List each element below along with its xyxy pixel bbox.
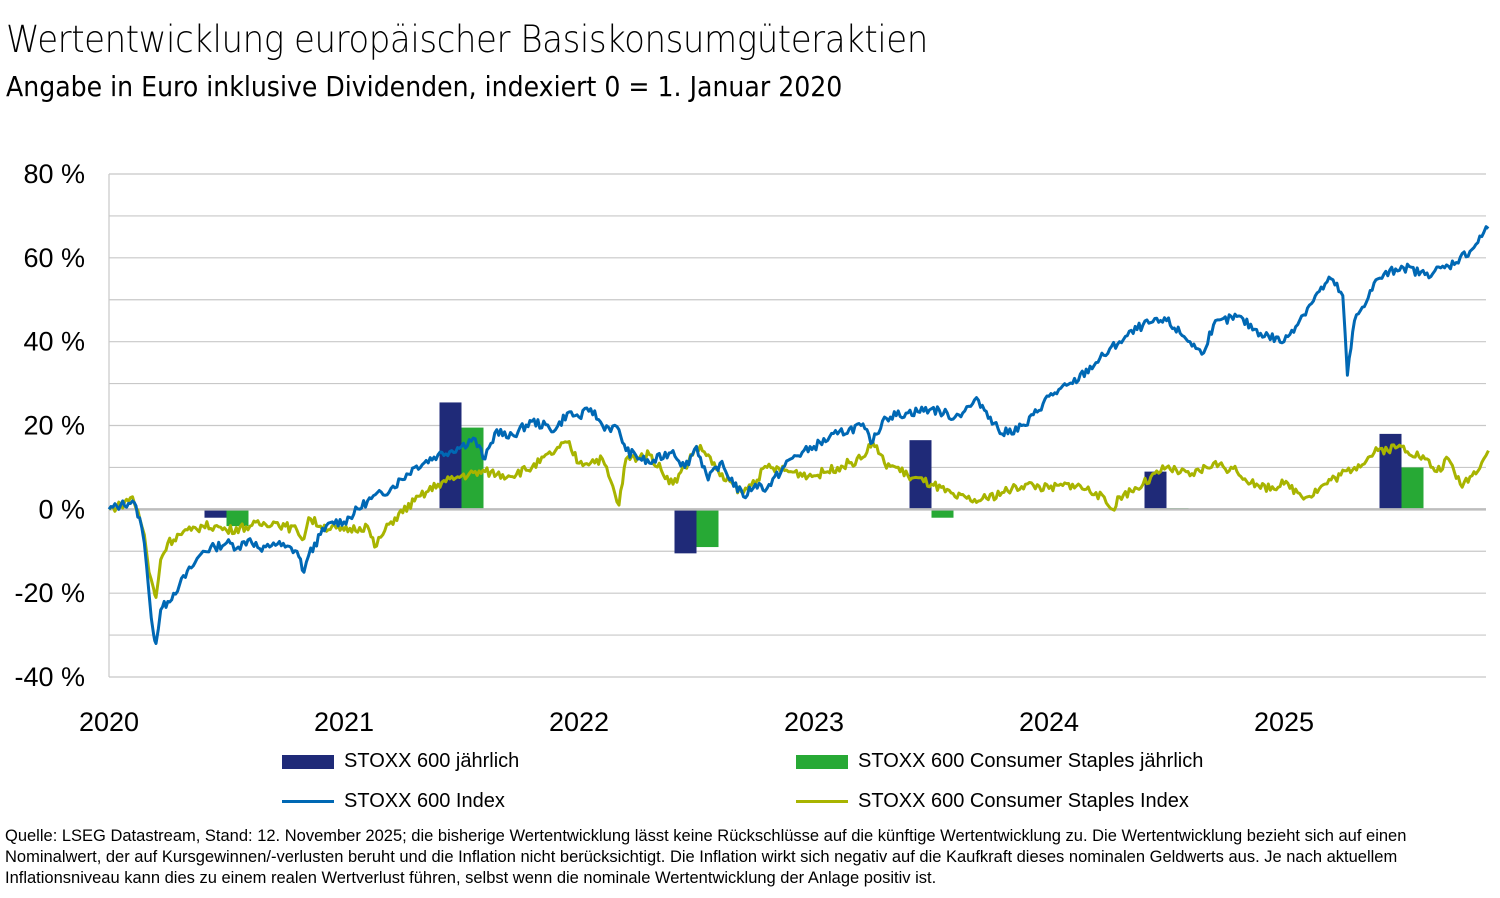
bar-stoxx600-2020 [204, 509, 227, 518]
x-tick-label: 2020 [79, 707, 139, 737]
legend-swatch-line [282, 800, 334, 803]
legend-label: STOXX 600 jährlich [344, 750, 520, 772]
x-tick-label: 2023 [784, 707, 844, 737]
legend-item-stoxx600-annual: STOXX 600 jährlich [282, 750, 519, 773]
legend-swatch-bar [282, 754, 334, 769]
bar-staples-2020 [226, 509, 249, 527]
x-tick-label: 2022 [549, 707, 609, 737]
bar-stoxx600-2022 [674, 509, 697, 554]
source-footnote: Quelle: LSEG Datastream, Stand: 12. Nove… [5, 827, 1407, 887]
legend-label: STOXX 600 Index [344, 790, 505, 812]
y-tick-label: -20 % [14, 578, 85, 608]
bar-stoxx600-2023 [909, 440, 932, 510]
y-tick-label: 40 % [23, 327, 85, 357]
legend-label: STOXX 600 Consumer Staples jährlich [858, 750, 1204, 772]
legend-swatch-line [796, 800, 848, 803]
legend-item-staples-index: STOXX 600 Consumer Staples Index [796, 790, 1189, 813]
y-tick-label: 60 % [23, 243, 85, 273]
line-stoxx600-index [107, 225, 1490, 645]
line-staples-index [108, 440, 1490, 599]
bar-staples-2025 [1401, 467, 1424, 510]
legend-swatch-bar [796, 754, 848, 769]
axis-layer: -40 % -20 % 0 % 20 % 40 % 60 % 80 % 2020 2021 202… [14, 159, 1314, 737]
chart-subtitle: Angabe in Euro inklusive Dividenden, ind… [6, 70, 843, 103]
y-tick-label: 0 % [38, 494, 85, 524]
y-tick-label: 20 % [23, 411, 85, 441]
bar-stoxx600-2024 [1144, 471, 1167, 510]
chart: -40 % -20 % 0 % 20 % 40 % 60 % 80 % 2020 2021 202… [14, 159, 1490, 737]
x-tick-label: 2021 [314, 707, 374, 737]
y-tick-label: 80 % [23, 159, 85, 189]
legend-item-staples-annual: STOXX 600 Consumer Staples jährlich [796, 750, 1203, 773]
bar-staples-2022 [696, 509, 719, 548]
chart-title: Wertentwicklung europäischer Basiskonsum… [6, 18, 928, 61]
grid-layer [108, 173, 1486, 678]
line-layer [107, 225, 1490, 645]
legend-label: STOXX 600 Consumer Staples Index [858, 790, 1189, 812]
x-tick-label: 2024 [1019, 707, 1079, 737]
y-tick-label: -40 % [14, 662, 85, 692]
legend-item-stoxx600-index: STOXX 600 Index [282, 790, 505, 813]
x-tick-label: 2025 [1254, 707, 1314, 737]
bar-staples-2023 [931, 509, 954, 518]
